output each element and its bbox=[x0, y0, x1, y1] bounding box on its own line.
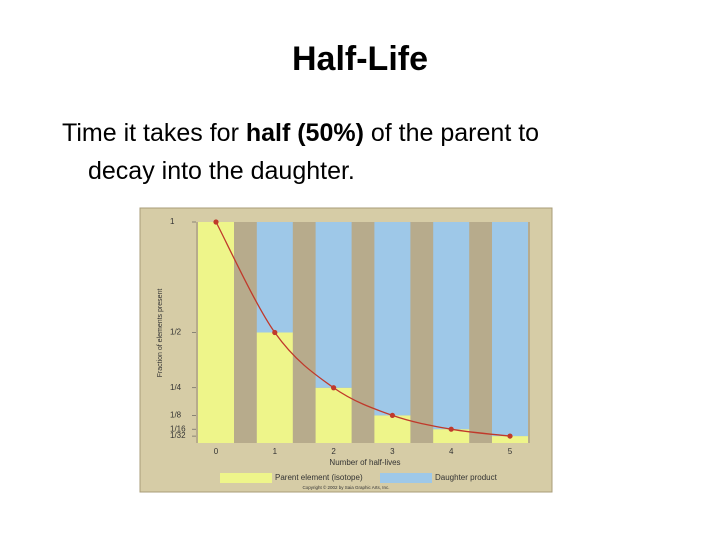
y-tick-label: 1/16 bbox=[170, 424, 186, 433]
legend-swatch bbox=[380, 473, 432, 483]
x-tick-label: 0 bbox=[214, 447, 219, 456]
curve-point bbox=[389, 412, 395, 418]
curve-point bbox=[213, 219, 219, 225]
plot-area bbox=[196, 222, 530, 443]
bar-segment bbox=[315, 222, 352, 388]
legend-label: Parent element (isotope) bbox=[275, 473, 363, 482]
body-line: decay into the daughter. bbox=[62, 152, 539, 190]
bar-segment bbox=[492, 222, 528, 437]
bar-segment bbox=[492, 436, 528, 443]
bar-segment bbox=[433, 429, 470, 443]
body-emphasis: half (50%) bbox=[245, 119, 364, 147]
y-tick-label: 1/32 bbox=[170, 431, 186, 440]
y-tick-label: 1/4 bbox=[170, 383, 182, 392]
x-tick-label: 5 bbox=[508, 447, 513, 456]
x-axis-label: Number of half-lives bbox=[329, 458, 400, 467]
bar-segment bbox=[433, 222, 470, 430]
bar-segment bbox=[315, 387, 352, 443]
slide-body: Time it takes for half (50%) of the pare… bbox=[62, 114, 539, 190]
curve-point bbox=[507, 433, 513, 439]
body-text: Time it takes for bbox=[62, 119, 246, 147]
body-line: Time it takes for half (50%) of the pare… bbox=[62, 114, 539, 152]
bar-segment bbox=[374, 222, 411, 416]
x-tick-label: 2 bbox=[331, 447, 336, 456]
x-tick-label: 1 bbox=[273, 447, 278, 456]
curve-point bbox=[448, 426, 454, 432]
x-tick-label: 3 bbox=[390, 447, 395, 456]
body-text: decay into the daughter. bbox=[88, 157, 355, 185]
legend-swatch bbox=[220, 473, 272, 483]
bar-segment bbox=[256, 332, 293, 443]
y-tick-label: 1/2 bbox=[170, 328, 182, 337]
slide-title: Half-Life bbox=[292, 40, 428, 78]
y-axis-label: Fraction of elements present bbox=[157, 289, 164, 378]
bar-segment bbox=[374, 415, 411, 443]
y-tick-label: 1/8 bbox=[170, 410, 182, 419]
bar-segment bbox=[256, 222, 293, 333]
curve-point bbox=[272, 329, 278, 336]
body-text: of the parent to bbox=[363, 119, 540, 147]
x-tick-label: 4 bbox=[449, 447, 454, 456]
bar-segment bbox=[198, 222, 234, 443]
y-tick-label: 1 bbox=[170, 217, 175, 226]
curve-point bbox=[331, 385, 337, 391]
legend-label: Daughter product bbox=[435, 473, 498, 482]
copyright: Copyright © 2002 by Saia Graphic Arts, I… bbox=[302, 484, 389, 490]
